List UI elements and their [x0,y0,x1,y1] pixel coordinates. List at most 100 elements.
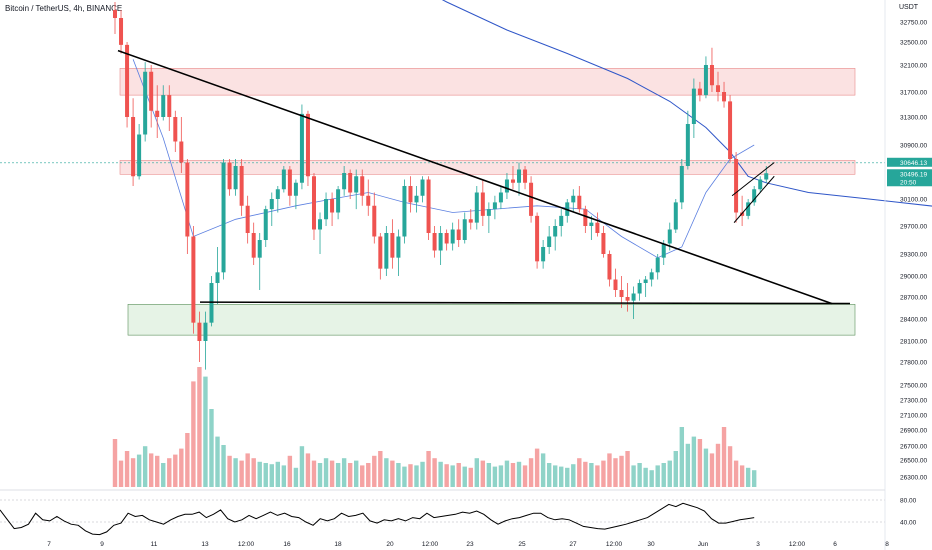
y-tick-label: 27100.00 [900,413,927,420]
candle [752,189,757,203]
volume-bar [130,458,136,487]
candle [444,233,449,244]
candle [722,92,727,102]
candle [155,110,160,117]
volume-bar [667,460,672,487]
wedge-lower-line [733,175,775,223]
x-tick-label: 12:00 [789,541,806,548]
candle [709,65,714,86]
candle [227,162,232,190]
candle [167,95,172,117]
y-tick-label: 26500.00 [900,458,927,465]
volume-bar [721,427,727,487]
x-tick-label: 12:00 [606,541,623,548]
candle [396,236,401,258]
y-tick-label: 26300.00 [900,475,927,482]
candle [432,233,437,251]
volume-bar [390,460,395,487]
volume-bar [203,376,208,487]
candle [450,229,455,244]
candle [498,192,503,203]
volume-bar [124,451,130,487]
y-tick-label: 32750.00 [900,20,927,27]
volume-bar [384,458,389,487]
candle [372,205,377,237]
candle [492,202,497,210]
volume-bar [583,461,588,487]
volume-bar [703,448,709,487]
candle [384,233,389,269]
volume-bar [372,455,377,487]
volume-bar [275,461,281,487]
y-tick-label: 28700.00 [900,295,927,302]
candle [137,134,142,177]
candle [547,236,552,247]
x-tick-label: 12:00 [422,541,439,548]
candle [619,290,624,297]
x-tick-label: 11 [151,541,158,548]
dashed-level-tag [887,157,932,167]
x-tick-label: 16 [283,541,291,548]
volume-bar [239,460,244,487]
volume-bar [540,453,546,487]
volume-bar [299,446,305,487]
volume-bar [118,460,124,487]
support-line [199,301,851,305]
candle [336,189,341,213]
volume-bar [438,461,443,487]
volume-bar [480,460,486,487]
candle [589,222,594,226]
candle [251,233,256,258]
volume-bar [552,465,558,487]
x-tick-label: 25 [518,541,526,548]
candle [426,179,431,233]
candle [173,117,178,142]
volume-bar [613,458,618,487]
y-tick-label: 27800.00 [900,360,927,367]
volume-bar [504,460,510,487]
volume-bar [745,467,751,487]
candle [179,141,184,163]
volume-bar [136,454,142,487]
y-tick-label: 31300.00 [900,115,927,122]
volume-bar [354,460,359,487]
volume-bar [179,448,184,487]
y-tick-label: 30100.00 [900,197,927,204]
candle [366,195,371,206]
volume-bar [498,465,504,487]
volume-bar [468,467,473,487]
resistance-upper-zone [119,68,856,96]
chart-title: Bitcoin / TetherUS, 4h, BINANCE [5,4,123,13]
candle [716,85,720,92]
volume-bar [281,465,287,487]
descending-trendline [117,49,833,305]
candle [119,18,124,45]
candle [293,182,298,196]
candle [311,176,316,230]
candle [728,101,733,159]
volume-bar [751,470,757,487]
x-tick-label: 8 [885,541,889,548]
candle [764,173,769,180]
candle [673,202,678,230]
candle [324,199,329,220]
volume-bar [360,465,365,487]
candle [257,240,262,258]
x-tick-label: 9 [100,541,104,548]
volume-bar [167,458,172,487]
wedge-upper-line [731,162,775,197]
volume-bar [697,439,703,487]
volume-bar [426,451,431,487]
candle [468,219,473,223]
volume-bar [227,455,232,487]
candle [113,10,117,18]
candle [348,173,353,193]
volume-bar [408,464,413,487]
y-tick-label: 29300.00 [900,252,927,259]
candle [414,195,419,203]
candle [649,272,654,280]
volume-bar [637,463,642,487]
y-tick-label: 32100.00 [900,63,927,70]
candle [655,257,660,273]
